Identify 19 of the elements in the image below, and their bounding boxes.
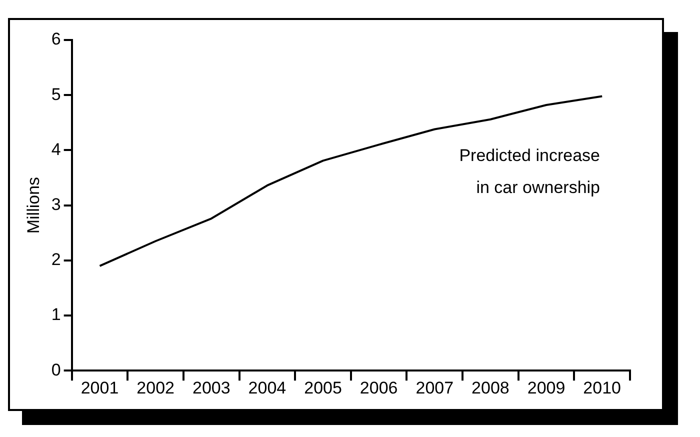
y-tick-label: 6 xyxy=(51,30,61,49)
y-axis-title: Millions xyxy=(24,176,43,234)
x-tick-label: 2002 xyxy=(136,378,174,398)
x-tick-label: 2009 xyxy=(527,378,566,398)
x-tick-label: 2003 xyxy=(192,378,230,398)
x-tick-label: 2010 xyxy=(583,378,622,398)
y-tick-label: 2 xyxy=(51,250,61,270)
x-tick-label: 2001 xyxy=(80,378,119,398)
x-tick-label: 2005 xyxy=(304,378,342,398)
annotation: Predicted increase in car ownership xyxy=(459,146,600,198)
x-tick-label: 2006 xyxy=(360,378,398,398)
x-tick-label: 2004 xyxy=(248,378,286,398)
y-tick-label: 4 xyxy=(51,140,61,159)
y-tick-label: 3 xyxy=(51,194,61,214)
x-tick-label: 2008 xyxy=(472,378,510,398)
y-tick-label: 5 xyxy=(51,84,61,104)
x-tick-label: 2007 xyxy=(416,378,454,398)
y-tick-label: 1 xyxy=(51,305,61,324)
y-tick-label: 0 xyxy=(51,360,61,380)
